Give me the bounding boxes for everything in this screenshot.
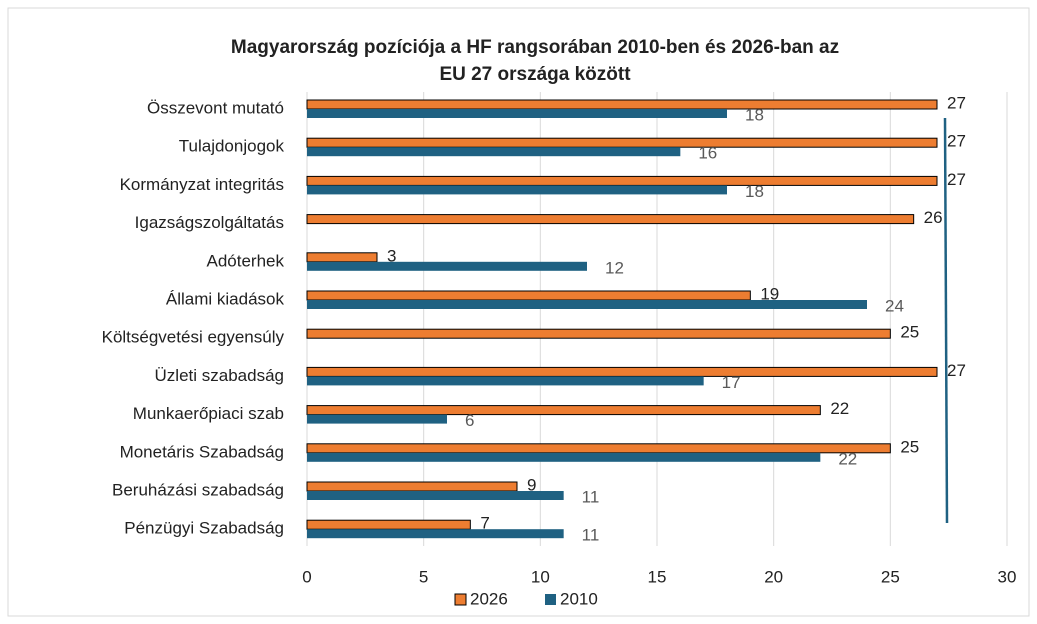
bar bbox=[306, 290, 751, 301]
data-label: 16 bbox=[698, 144, 717, 163]
bar bbox=[306, 99, 938, 110]
y-tick-label: Összevont mutató bbox=[147, 98, 284, 117]
data-label: 18 bbox=[745, 105, 764, 124]
y-tick-label: Pénzügyi Szabadság bbox=[124, 519, 284, 538]
bar bbox=[306, 366, 938, 377]
bar bbox=[306, 328, 891, 339]
x-tick-label: 20 bbox=[764, 567, 783, 586]
bar bbox=[307, 261, 587, 271]
x-tick-label: 10 bbox=[531, 567, 550, 586]
legend-label: 2010 bbox=[560, 589, 598, 608]
data-label: 27 bbox=[947, 361, 966, 380]
data-label: 27 bbox=[947, 132, 966, 151]
bar bbox=[307, 452, 821, 462]
y-tick-label: Tulajdonjogok bbox=[179, 137, 285, 156]
x-tick-label: 15 bbox=[648, 567, 667, 586]
legend-swatch bbox=[454, 593, 467, 606]
legend-swatch bbox=[545, 594, 556, 605]
bar bbox=[307, 300, 867, 309]
bar bbox=[306, 175, 938, 186]
bar bbox=[306, 252, 378, 263]
chart-title: EU 27 országa között bbox=[439, 64, 631, 85]
bar bbox=[306, 443, 891, 454]
y-tick-label: Állami kiadások bbox=[166, 289, 285, 308]
y-tick-label: Költségvetési egyensúly bbox=[102, 328, 285, 347]
data-label: 25 bbox=[900, 437, 919, 456]
bar bbox=[307, 147, 681, 157]
data-label: 24 bbox=[885, 296, 904, 315]
data-label: 17 bbox=[722, 373, 741, 392]
data-label: 25 bbox=[900, 323, 919, 342]
y-tick-label: Beruházási szabadság bbox=[112, 480, 284, 499]
bar bbox=[307, 491, 564, 500]
marker-line bbox=[943, 117, 949, 524]
y-tick-label: Monetáris Szabadság bbox=[120, 442, 284, 461]
data-label: 22 bbox=[838, 449, 857, 468]
data-label: 3 bbox=[387, 246, 396, 265]
data-label: 27 bbox=[947, 170, 966, 189]
data-label: 11 bbox=[582, 487, 600, 506]
bar bbox=[307, 414, 447, 424]
data-label: 22 bbox=[830, 399, 849, 418]
data-label: 6 bbox=[465, 411, 474, 430]
bar bbox=[306, 481, 518, 492]
bar bbox=[306, 137, 938, 148]
data-label: 9 bbox=[527, 475, 536, 494]
bar bbox=[306, 214, 915, 225]
bars bbox=[306, 99, 938, 539]
chart-title: Magyarország pozíciója a HF rangsorában … bbox=[231, 37, 839, 58]
bar bbox=[306, 405, 821, 416]
data-label: 18 bbox=[745, 182, 764, 201]
y-tick-label: Munkaerőpiaci szab bbox=[133, 404, 284, 423]
bar bbox=[306, 519, 471, 530]
bar bbox=[307, 109, 727, 118]
grid bbox=[306, 92, 1008, 546]
x-tick-label: 5 bbox=[419, 567, 428, 586]
x-tick-label: 25 bbox=[881, 567, 900, 586]
data-label: 19 bbox=[760, 284, 779, 303]
data-label: 11 bbox=[582, 526, 600, 545]
y-tick-label: Adóterhek bbox=[207, 251, 285, 270]
bar bbox=[307, 529, 564, 539]
bar bbox=[307, 185, 727, 195]
y-tick-label: Igazságszolgáltatás bbox=[135, 213, 284, 232]
legend-label: 2026 bbox=[470, 589, 508, 608]
data-label: 27 bbox=[947, 93, 966, 112]
data-label: 12 bbox=[605, 258, 624, 277]
y-tick-label: Üzleti szabadság bbox=[155, 366, 284, 385]
data-label: 7 bbox=[480, 514, 489, 533]
x-tick-label: 30 bbox=[998, 567, 1017, 586]
bar bbox=[307, 376, 704, 386]
data-label: 26 bbox=[924, 208, 943, 227]
x-tick-label: 0 bbox=[302, 567, 311, 586]
y-tick-label: Kormányzat integritás bbox=[120, 175, 284, 194]
